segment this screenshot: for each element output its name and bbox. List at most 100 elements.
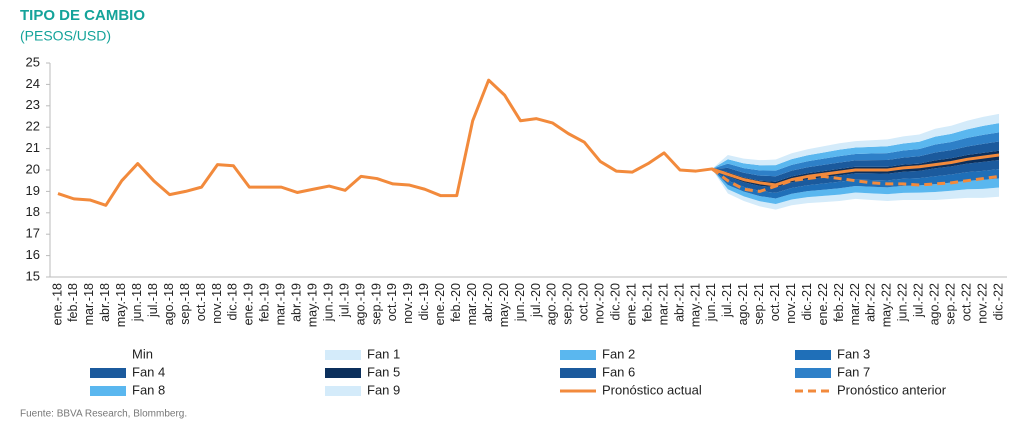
y-tick-label: 17 bbox=[26, 226, 40, 241]
legend-swatch bbox=[795, 350, 831, 360]
legend-swatch bbox=[325, 368, 361, 378]
x-tick-label: mar.-18 bbox=[82, 283, 96, 325]
x-tick-label: oct.-20 bbox=[577, 283, 591, 321]
x-tick-label: feb.-21 bbox=[640, 283, 654, 322]
fan-band bbox=[711, 132, 1000, 177]
x-tick-label: sep.-20 bbox=[561, 283, 575, 325]
y-tick-label: 22 bbox=[26, 119, 40, 134]
y-tick-label: 19 bbox=[26, 183, 40, 198]
x-tick-label: nov.-18 bbox=[210, 283, 224, 324]
x-tick-label: feb.-20 bbox=[449, 283, 463, 322]
fan-band bbox=[711, 113, 1000, 169]
x-tick-label: jul.-20 bbox=[529, 283, 543, 318]
y-tick-label: 20 bbox=[26, 161, 40, 176]
x-tick-label: abr.-21 bbox=[672, 283, 686, 322]
x-tick-label: jul.-19 bbox=[337, 283, 351, 318]
legend-swatch bbox=[560, 368, 596, 378]
x-tick-label: ene.-20 bbox=[433, 283, 447, 325]
x-tick-label: mar.-21 bbox=[656, 283, 670, 325]
legend-label: Fan 8 bbox=[132, 382, 165, 397]
x-tick-label: jul.-22 bbox=[912, 283, 926, 318]
legend-label: Pronóstico actual bbox=[602, 382, 702, 397]
x-tick-label: feb.-22 bbox=[832, 283, 846, 322]
x-tick-label: ago.-19 bbox=[353, 283, 367, 325]
x-tick-label: oct.-18 bbox=[194, 283, 208, 321]
x-tick-label: may.-18 bbox=[114, 283, 128, 327]
x-tick-label: sep.-19 bbox=[369, 283, 383, 325]
fan-band bbox=[711, 168, 1000, 205]
x-tick-label: sep.-22 bbox=[943, 283, 957, 325]
x-tick-label: abr.-19 bbox=[290, 283, 304, 322]
y-tick-label: 21 bbox=[26, 140, 40, 155]
x-tick-label: may.-20 bbox=[497, 283, 511, 327]
legend-item: Fan 9 bbox=[325, 382, 400, 397]
x-tick-label: ago.-21 bbox=[736, 283, 750, 325]
y-tick-label: 18 bbox=[26, 204, 40, 219]
x-tick-label: ago.-20 bbox=[545, 283, 559, 325]
fan-band bbox=[711, 141, 1000, 182]
fan-band bbox=[711, 123, 1000, 171]
x-tick-label: ene.-22 bbox=[816, 283, 830, 325]
x-tick-label: mar.-19 bbox=[274, 283, 288, 325]
legend-label: Fan 7 bbox=[837, 364, 870, 379]
y-tick-label: 16 bbox=[26, 247, 40, 262]
legend-label: Fan 3 bbox=[837, 346, 870, 361]
legend-label: Fan 5 bbox=[367, 364, 400, 379]
legend-label: Fan 1 bbox=[367, 346, 400, 361]
legend-swatch bbox=[325, 386, 361, 396]
legend-item: Fan 4 bbox=[90, 364, 165, 379]
x-tick-label: jun.-22 bbox=[896, 283, 910, 322]
forecast-line bbox=[57, 78, 1000, 207]
x-tick-label: dic.-20 bbox=[609, 283, 623, 321]
x-tick-label: jun.-18 bbox=[130, 283, 144, 322]
x-tick-label: abr.-20 bbox=[481, 283, 495, 322]
legend-item: Fan 6 bbox=[560, 364, 635, 379]
x-tick-label: ene.-18 bbox=[50, 283, 64, 325]
x-tick-label: jul.-21 bbox=[720, 283, 734, 318]
x-tick-label: jul.-18 bbox=[146, 283, 160, 318]
legend-swatch bbox=[90, 350, 126, 360]
legend-item: Fan 1 bbox=[325, 346, 400, 361]
fan-band bbox=[711, 168, 1000, 210]
chart-title: TIPO DE CAMBIO bbox=[20, 7, 145, 24]
x-tick-label: jun.-20 bbox=[513, 283, 527, 322]
x-tick-label: oct.-22 bbox=[959, 283, 973, 321]
x-tick-label: dic.-18 bbox=[226, 283, 240, 321]
y-tick-label: 24 bbox=[26, 76, 40, 91]
source-note: Fuente: BBVA Research, Blommberg. bbox=[20, 409, 187, 420]
legend-swatch bbox=[325, 350, 361, 360]
legend-swatch bbox=[560, 350, 596, 360]
x-tick-label: abr.-18 bbox=[98, 283, 112, 322]
fan-band bbox=[711, 159, 1000, 193]
x-tick-label: may.-21 bbox=[688, 283, 702, 327]
legend-item: Fan 5 bbox=[325, 364, 400, 379]
x-tick-label: jun.-19 bbox=[321, 283, 335, 322]
x-tick-label: dic.-21 bbox=[800, 283, 814, 321]
x-tick-label: feb.-19 bbox=[258, 283, 272, 322]
x-tick-label: ago.-18 bbox=[162, 283, 176, 325]
x-tick-label: jun.-21 bbox=[704, 283, 718, 322]
x-tick-label: mar.-20 bbox=[465, 283, 479, 325]
fan-band bbox=[711, 168, 1000, 199]
previous-forecast-line bbox=[711, 167, 1000, 193]
legend-label: Fan 2 bbox=[602, 346, 635, 361]
y-tick-label: 23 bbox=[26, 97, 40, 112]
legend-label: Fan 6 bbox=[602, 364, 635, 379]
x-tick-label: nov.-20 bbox=[593, 283, 607, 324]
legend-item: Fan 3 bbox=[795, 346, 870, 361]
x-tick-label: abr.-22 bbox=[864, 283, 878, 322]
legend-item: Pronóstico anterior bbox=[795, 382, 947, 397]
x-tick-label: sep.-18 bbox=[178, 283, 192, 325]
x-tick-label: nov.-19 bbox=[401, 283, 415, 324]
x-tick-label: may.-22 bbox=[880, 283, 894, 327]
legend-item: Pronóstico actual bbox=[560, 382, 702, 397]
x-tick-label: feb.-18 bbox=[66, 283, 80, 322]
x-tick-label: may.-19 bbox=[305, 283, 319, 327]
y-tick-label: 15 bbox=[26, 268, 40, 283]
x-tick-label: nov.-21 bbox=[784, 283, 798, 324]
legend-item: Min bbox=[90, 346, 153, 361]
x-tick-label: dic.-19 bbox=[417, 283, 431, 321]
x-tick-label: oct.-19 bbox=[385, 283, 399, 321]
legend-swatch bbox=[90, 368, 126, 378]
